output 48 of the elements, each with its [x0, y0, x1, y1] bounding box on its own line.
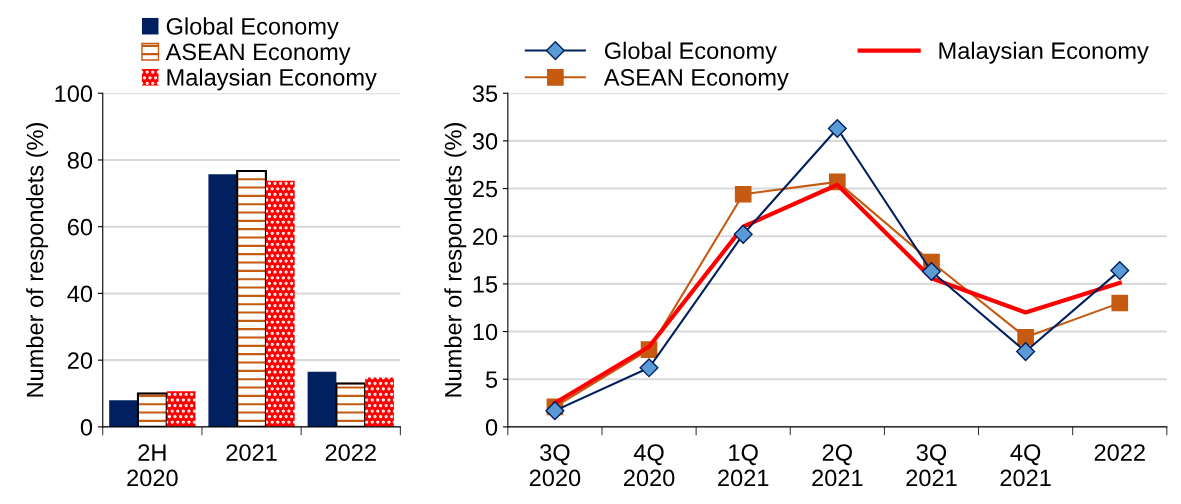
point [1111, 294, 1129, 312]
bar [208, 174, 238, 427]
legend-label: ASEAN Economy [603, 69, 789, 91]
bar [265, 180, 295, 427]
y-tick-label: 0 [80, 418, 93, 436]
bar [109, 400, 138, 427]
y-tick-label: 35 [472, 85, 498, 103]
y-tick-label: 20 [67, 352, 93, 369]
y-axis-title: Number of respondets (%) [444, 123, 467, 397]
y-tick-label: 10 [473, 323, 498, 341]
point [734, 185, 752, 203]
legend-label: Global Economy [604, 41, 777, 64]
point [827, 118, 847, 139]
x-tick-label: 2H 2020 [127, 444, 178, 487]
x-tick-label: 2022 [325, 444, 376, 461]
bar [365, 377, 394, 427]
y-tick-label: 5 [485, 371, 498, 389]
point [921, 261, 942, 282]
legend-label: ASEAN Economy [165, 43, 351, 65]
x-tick-label: 3Q 2020 [529, 444, 581, 487]
bar [166, 391, 196, 427]
x-tick-label: 2Q 2021 [812, 444, 863, 487]
x-tick-label: 1Q 2021 [718, 444, 769, 487]
point [545, 401, 565, 421]
bar [307, 371, 337, 427]
x-tick-label: 4Q 2021 [1000, 444, 1051, 487]
point [1016, 342, 1036, 362]
y-tick-label: 25 [473, 180, 498, 198]
y-tick-label: 0 [485, 418, 498, 436]
y-tick-label: 60 [67, 218, 93, 236]
y-tick-label: 30 [472, 132, 498, 150]
point [1110, 261, 1130, 281]
y-tick-label: 20 [473, 228, 498, 246]
x-tick-label: 3Q 2021 [906, 444, 957, 487]
y-tick-label: 100 [55, 85, 93, 103]
y-axis-title: Number of respondets (%) [26, 123, 49, 397]
x-tick-label: 2022 [1094, 444, 1145, 461]
x-tick-label: 2021 [226, 444, 277, 461]
point [639, 358, 659, 378]
y-tick-label: 80 [67, 152, 93, 169]
legend-label: Malaysian Economy [167, 68, 377, 91]
y-tick-label: 15 [473, 276, 498, 293]
x-tick-label: 4Q 2020 [623, 444, 675, 487]
point [733, 224, 753, 244]
legend-label: Global Economy [166, 17, 339, 40]
y-tick-label: 40 [67, 285, 93, 303]
legend-label: Malaysian Economy [939, 41, 1149, 64]
point [1017, 328, 1034, 346]
